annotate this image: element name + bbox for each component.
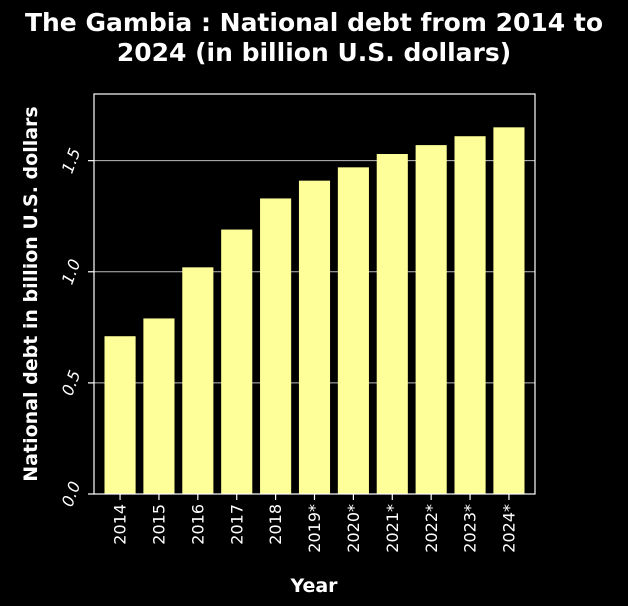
bar-2017: [221, 229, 253, 495]
x-tick-label: 2015: [150, 504, 169, 545]
y-axis-ticks: 0.0 0.5 1.0 1.5: [58, 145, 94, 509]
x-axis-ticks: 2014 2015 2016 2017 2018 2019* 2020* 2021* 2022*…: [111, 494, 519, 553]
chart-title-line-2: 2024 (in billion U.S. dollars): [117, 38, 511, 67]
x-tick-label: 2017: [227, 504, 246, 545]
x-tick-label: 2020*: [344, 504, 363, 553]
y-tick-label: 0.0: [58, 479, 85, 509]
bar-2020: [337, 167, 369, 495]
y-tick-label: 1.0: [58, 257, 85, 287]
x-tick-label: 2024*: [500, 504, 519, 553]
bar-2019: [298, 180, 331, 494]
bar-2015: [143, 318, 175, 494]
bar-2014: [104, 336, 136, 494]
y-tick-label: 1.5: [58, 145, 85, 175]
x-tick-label: 2019*: [305, 504, 324, 553]
bars: [104, 127, 525, 495]
chart-title-line-1: The Gambia : National debt from 2014 to: [25, 8, 603, 37]
x-tick-label: 2021*: [383, 504, 402, 553]
x-tick-label: 2023*: [461, 504, 480, 553]
bar-2024: [493, 127, 525, 494]
x-tick-label: 2018: [266, 504, 285, 545]
bar-2016: [182, 267, 214, 494]
y-tick-label: 0.5: [58, 368, 85, 398]
y-axis-label: National debt in billion U.S. dollars: [20, 106, 42, 481]
x-tick-label: 2014: [111, 504, 130, 545]
bar-2022: [415, 145, 447, 494]
x-tick-label: 2022*: [422, 504, 441, 553]
bar-2021: [376, 154, 408, 494]
bar-2023: [454, 136, 486, 494]
x-axis-label: Year: [289, 575, 338, 597]
bar-2018: [260, 198, 292, 494]
x-tick-label: 2016: [188, 504, 207, 545]
